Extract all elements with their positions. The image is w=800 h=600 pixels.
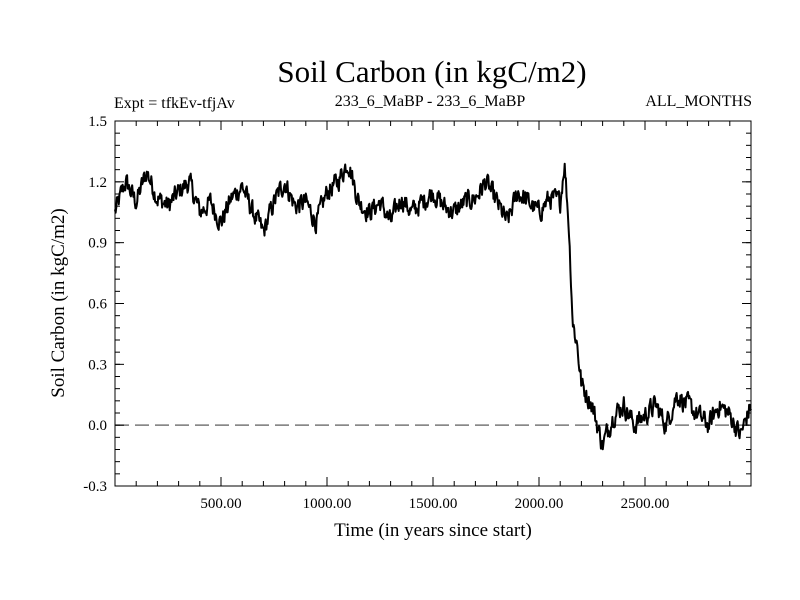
x-tick-label: 1000.00 xyxy=(303,496,352,512)
y-axis-label: Soil Carbon (in kgC/m2) xyxy=(48,208,69,397)
y-tick-label: -0.3 xyxy=(83,479,107,495)
y-tick-label: 1.5 xyxy=(88,114,107,130)
series-line-0 xyxy=(114,162,752,451)
plot-frame xyxy=(114,120,752,487)
x-tick-label: 500.00 xyxy=(200,496,241,512)
y-tick-label: 1.2 xyxy=(88,175,107,191)
x-tick-label: 2000.00 xyxy=(515,496,564,512)
subtitle-left: Expt = tfkEv-tfjAv xyxy=(114,95,235,112)
x-axis-label: Time (in years since start) xyxy=(334,520,532,541)
y-tick-label: 0.3 xyxy=(88,357,107,373)
chart-title: Soil Carbon (in kgC/m2) xyxy=(277,54,586,89)
plot-layer xyxy=(114,162,752,451)
x-tick-label: 2500.00 xyxy=(621,496,670,512)
subtitle-center: 233_6_MaBP - 233_6_MaBP xyxy=(335,93,526,110)
y-tick-label: 0.0 xyxy=(88,418,107,434)
subtitle-right: ALL_MONTHS xyxy=(645,93,752,110)
y-tick-label: 0.9 xyxy=(88,236,107,252)
y-tick-label: 0.6 xyxy=(88,297,107,313)
axis-layer: -0.3 0.0 0.3 0.6 0.9 1.2 1.5 500.00 1000.00 1500.… xyxy=(83,114,751,512)
x-tick-label: 1500.00 xyxy=(409,496,458,512)
